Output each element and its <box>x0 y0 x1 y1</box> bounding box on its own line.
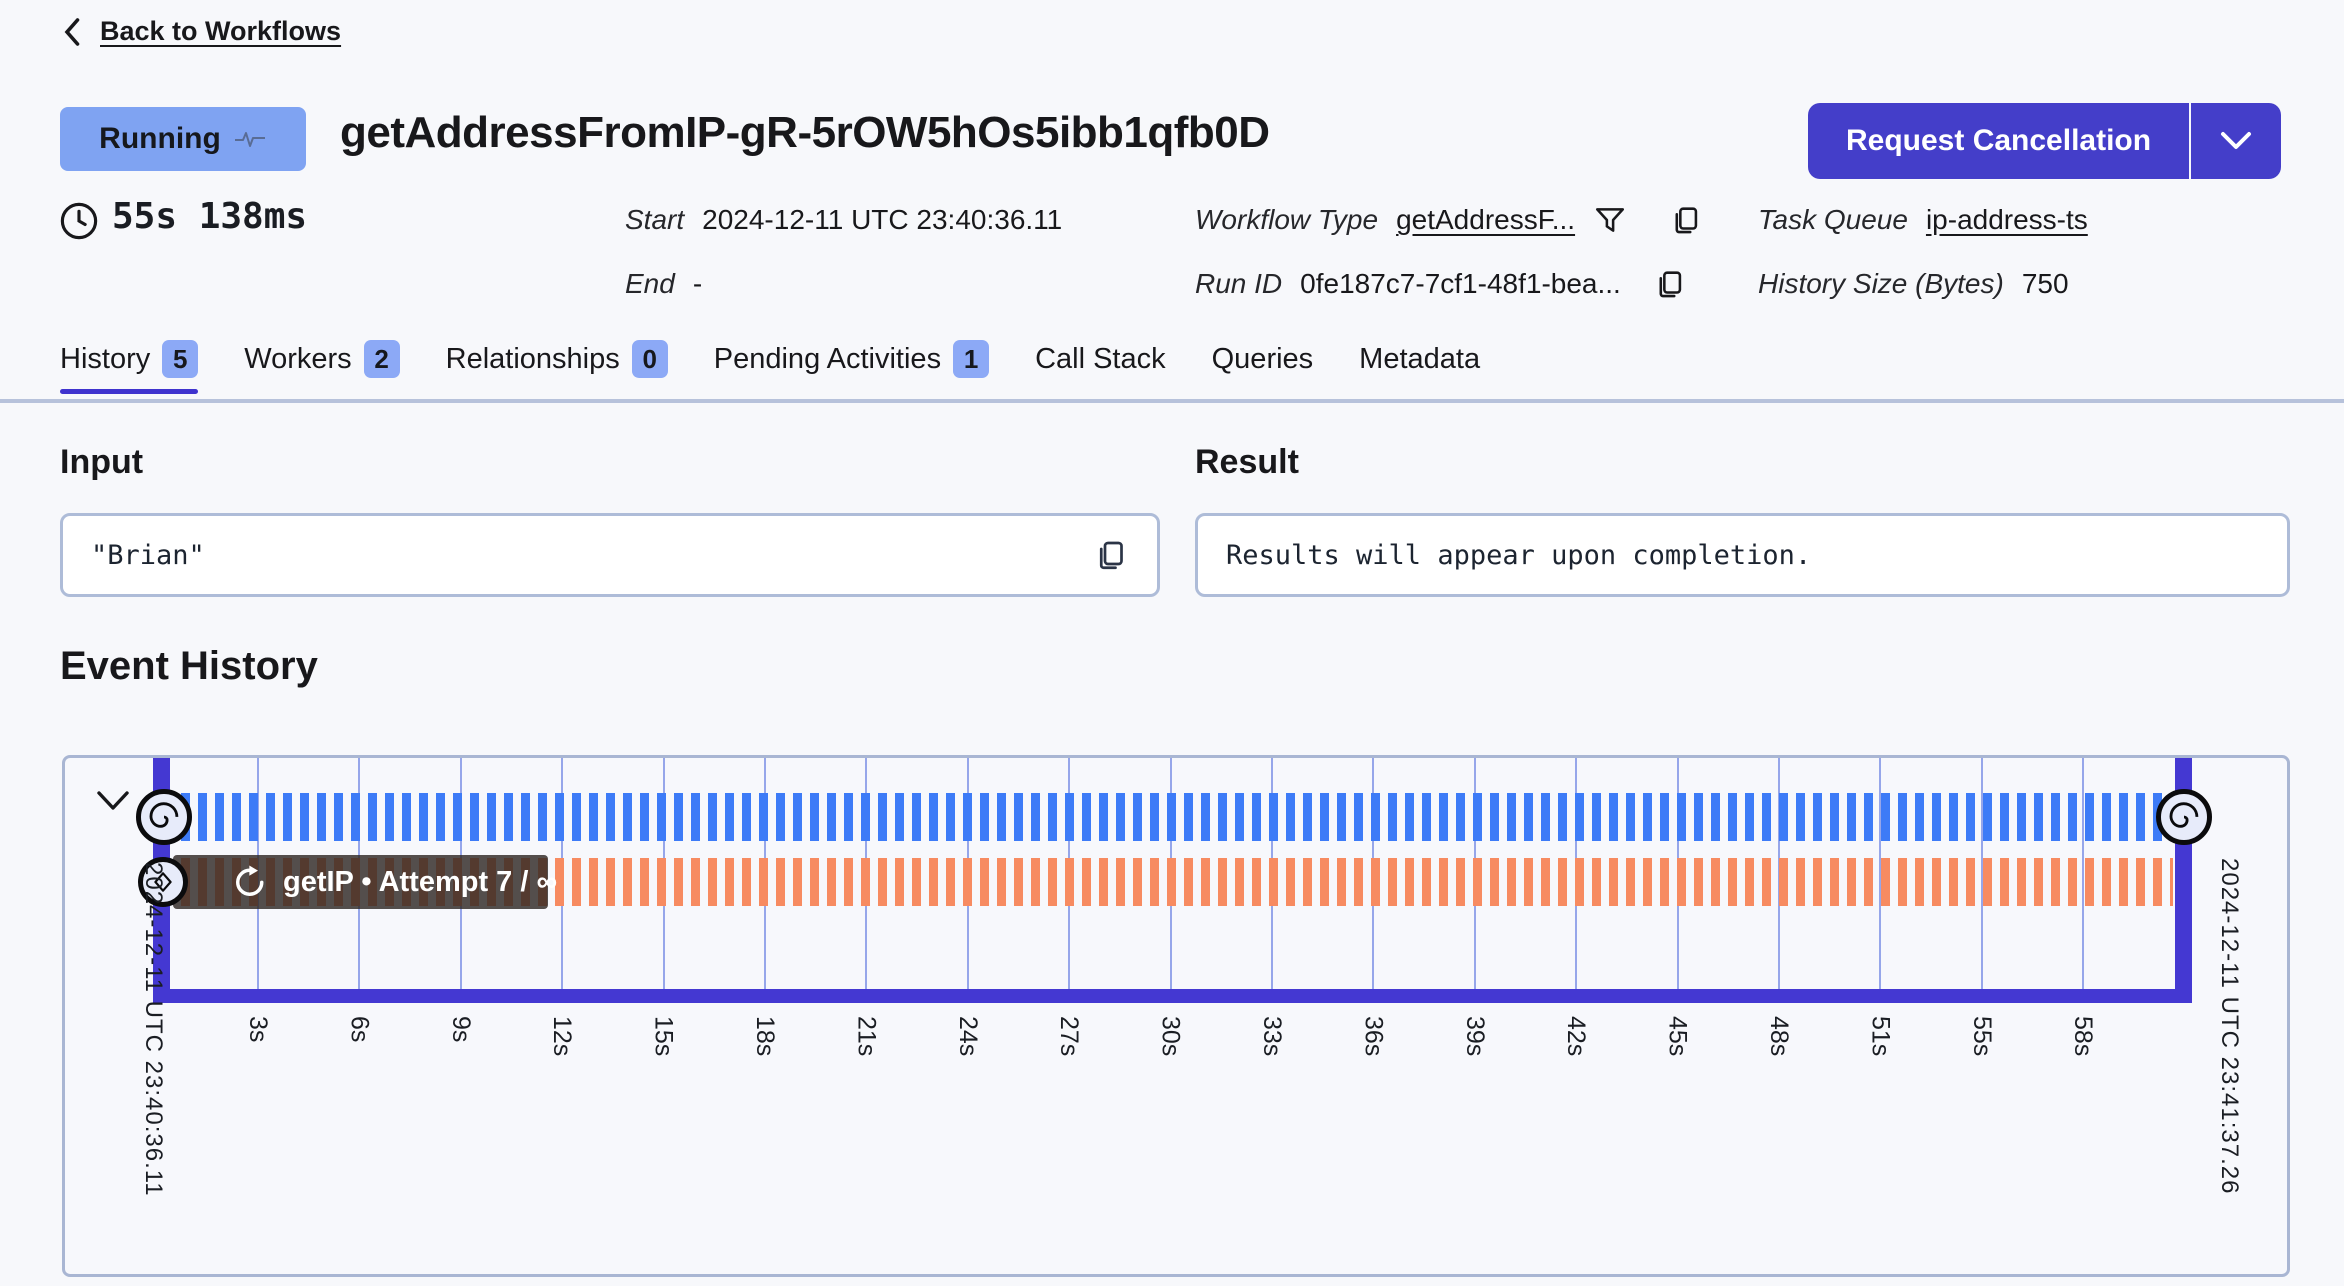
tab-queries[interactable]: Queries <box>1212 343 1314 390</box>
tab-label: Call Stack <box>1035 342 1166 375</box>
workflow-title: getAddressFromIP-gR-5rOW5hOs5ibb1qfb0D <box>340 108 1270 157</box>
workflow-execution-row[interactable] <box>181 793 2173 841</box>
input-box: "Brian" <box>60 513 1160 597</box>
run-id-label: Run ID <box>1195 268 1283 299</box>
timeline-start-timestamp: 2024-12-11 UTC 23:40:36.11 <box>140 862 167 1197</box>
request-cancellation-button[interactable]: Request Cancellation <box>1808 103 2190 179</box>
result-value: Results will appear upon completion. <box>1226 539 1812 571</box>
start-label: Start <box>625 204 685 235</box>
result-heading: Result <box>1195 443 1299 481</box>
tab-label: History <box>60 342 151 375</box>
workflow-current-marker[interactable] <box>2156 789 2212 845</box>
axis-tick-label: 24s <box>953 1016 982 1057</box>
activity-label[interactable]: getIP • Attempt 7 / ∞ <box>173 855 557 909</box>
clock-icon <box>58 200 100 242</box>
axis-tick-label: 58s <box>2069 1016 2098 1057</box>
axis-tick-label: 45s <box>1663 1016 1692 1057</box>
tab-bar: History 5 Workers 2 Relationships 0 Pending Ac… <box>60 340 1480 394</box>
tab-workers[interactable]: Workers 2 <box>244 340 400 392</box>
axis-tick-label: 3s <box>244 1016 272 1043</box>
tab-divider <box>0 399 2344 403</box>
axis-tick-label: 36s <box>1359 1016 1388 1057</box>
run-id-value: 0fe187c7-7cf1-48f1-bea... <box>1300 268 1621 299</box>
chevron-down-icon <box>2219 130 2253 152</box>
timeline-axis-bar <box>153 989 2192 1003</box>
tab-relationships[interactable]: Relationships 0 <box>446 340 668 392</box>
axis-tick-label: 21s <box>852 1016 881 1057</box>
status-badge: Running <box>60 107 306 171</box>
axis-tick-label: 6s <box>345 1016 374 1043</box>
copy-input-icon[interactable] <box>1093 537 1129 573</box>
copy-run-id-icon[interactable] <box>1653 267 1687 301</box>
task-queue-link[interactable]: ip-address-ts <box>1925 204 2088 235</box>
tab-label: Workers <box>244 342 352 375</box>
tab-label: Pending Activities <box>713 342 942 375</box>
axis-tick-label: 18s <box>751 1016 779 1057</box>
result-box: Results will appear upon completion. <box>1195 513 2290 597</box>
heartbeat-icon <box>233 126 267 152</box>
start-value: 2024-12-11 UTC 23:40:36.11 <box>702 204 1063 235</box>
tab-count-badge: 5 <box>162 340 199 378</box>
axis-tick-label: 33s <box>1258 1016 1286 1057</box>
axis-tick-label: 48s <box>1765 1016 1793 1057</box>
activity-marker[interactable] <box>138 857 188 907</box>
collapse-timeline-icon[interactable] <box>91 786 135 816</box>
tab-count-badge: 0 <box>631 340 668 378</box>
tab-call-stack[interactable]: Call Stack <box>1035 343 1166 390</box>
axis-tick-label: 39s <box>1460 1016 1489 1057</box>
input-value: "Brian" <box>91 539 205 571</box>
back-link-label: Back to Workflows <box>100 16 342 46</box>
input-heading: Input <box>60 443 144 481</box>
axis-tick-label: 12s <box>548 1016 577 1057</box>
copy-workflow-type-icon[interactable] <box>1669 203 1703 237</box>
filter-icon[interactable] <box>1593 203 1627 237</box>
axis-tick-label: 55s <box>1967 1016 1996 1057</box>
tab-label: Relationships <box>445 342 620 375</box>
back-to-workflows-link[interactable]: Back to Workflows <box>60 16 341 47</box>
axis-tick-label: 51s <box>1866 1016 1895 1057</box>
tab-label: Queries <box>1211 342 1314 375</box>
retry-icon <box>231 864 267 900</box>
workflow-type-label: Workflow Type <box>1195 204 1379 235</box>
workflow-duration: 55s 138ms <box>112 196 308 237</box>
activity-label-text: getIP • Attempt 7 / ∞ <box>283 865 558 898</box>
end-value: - <box>692 268 703 299</box>
chevron-left-icon <box>60 17 86 47</box>
axis-tick-label: 30s <box>1156 1016 1185 1057</box>
history-size-value: 750 <box>2021 268 2069 299</box>
cancel-options-dropdown[interactable] <box>2189 103 2282 179</box>
end-label: End <box>625 268 675 299</box>
status-badge-label: Running <box>99 122 221 155</box>
task-queue-label: Task Queue <box>1758 204 1908 235</box>
workflow-type-link[interactable]: getAddressF... <box>1396 204 1576 235</box>
tab-metadata[interactable]: Metadata <box>1359 343 1480 390</box>
axis-tick-label: 15s <box>649 1016 678 1057</box>
timeline-end-timestamp: 2024-12-11 UTC 23:41:37.26 <box>2216 858 2243 1195</box>
axis-tick-label: 9s <box>446 1016 475 1043</box>
history-size-label: History Size (Bytes) <box>1758 268 2004 299</box>
tab-count-badge: 1 <box>953 340 990 378</box>
tab-label: Metadata <box>1359 342 1481 375</box>
event-history-timeline: getIP • Attempt 7 / ∞ 2024-12-11 UTC 23:… <box>62 755 2290 1277</box>
tab-history[interactable]: History 5 <box>60 340 199 394</box>
axis-tick-label: 27s <box>1055 1016 1084 1057</box>
event-history-heading: Event History <box>60 644 318 688</box>
tab-count-badge: 2 <box>363 340 400 378</box>
axis-tick-label: 42s <box>1562 1016 1591 1057</box>
workflow-start-marker[interactable] <box>136 789 192 845</box>
cancel-button-group: Request Cancellation <box>1808 103 2282 179</box>
tab-pending-activities[interactable]: Pending Activities 1 <box>713 340 990 392</box>
